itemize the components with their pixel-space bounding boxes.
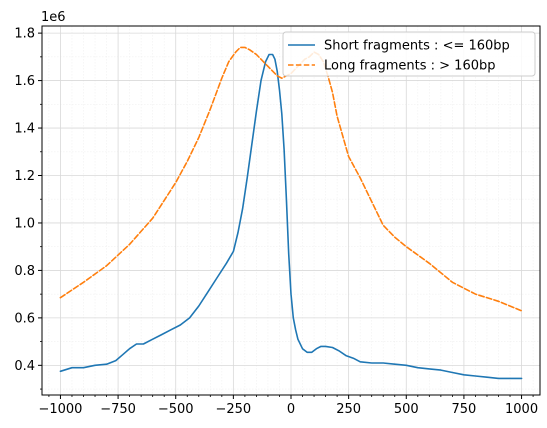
series-line-short-fragments <box>59 53 523 380</box>
major-grid <box>42 26 540 395</box>
x-axis: −1000 −750 −500 −250 0 250 500 750 1000 <box>38 395 538 417</box>
legend-box <box>282 31 536 77</box>
y-tick-label: 1.8 <box>14 27 35 42</box>
legend-label-long: Long fragments : > 160bp <box>324 59 496 74</box>
x-tick-label: −250 <box>216 402 252 417</box>
x-tick-label: −750 <box>100 402 136 417</box>
y-tick-label: 1.4 <box>14 122 35 137</box>
x-tick-label: 1000 <box>505 402 538 417</box>
legend-label-short: Short fragments : <= 160bp <box>324 39 510 54</box>
y-axis: 0.4 0.6 0.8 1.0 1.2 1.4 1.6 1.8 <box>14 27 42 390</box>
y-axis-scale-label: 1e6 <box>41 10 66 25</box>
y-tick-label: 0.6 <box>14 311 35 326</box>
y-tick-label: 1.6 <box>14 74 35 89</box>
y-tick-label: 1.0 <box>14 216 35 231</box>
legend: Short fragments : <= 160bp Long fragment… <box>282 31 536 77</box>
y-tick-label: 1.2 <box>14 169 35 184</box>
y-tick-label: 0.4 <box>14 359 35 374</box>
x-tick-label: 500 <box>394 402 419 417</box>
x-tick-label: 0 <box>287 402 295 417</box>
x-tick-label: −500 <box>158 402 194 417</box>
y-tick-label: 0.8 <box>14 264 35 279</box>
x-tick-label: 750 <box>452 402 477 417</box>
x-tick-label: 250 <box>336 402 361 417</box>
x-tick-label: −1000 <box>38 402 82 417</box>
